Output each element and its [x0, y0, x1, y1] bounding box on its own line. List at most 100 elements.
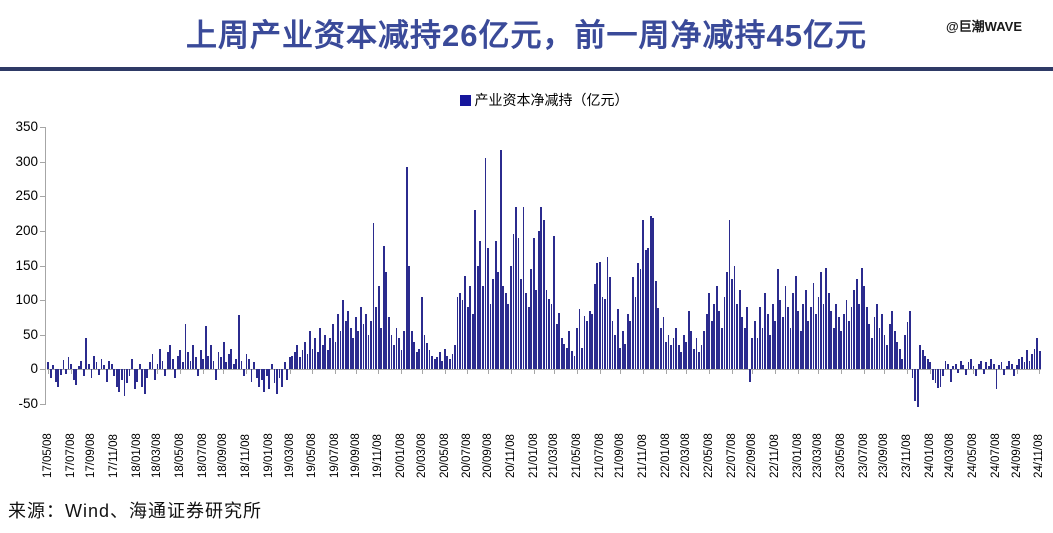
y-tick-label: 250	[15, 188, 38, 204]
bar	[527, 307, 530, 370]
y-tick-mark	[40, 161, 45, 163]
bar	[365, 313, 367, 370]
bar	[591, 313, 594, 370]
bar	[232, 363, 235, 370]
bar	[545, 290, 548, 370]
bar	[667, 334, 670, 370]
bar	[621, 331, 624, 370]
bar	[337, 313, 339, 370]
x-tick-label: 22/03/08	[680, 433, 693, 478]
x-tick-mark	[841, 370, 843, 375]
bar	[410, 331, 413, 370]
x-tick-mark	[884, 370, 886, 375]
bar	[868, 324, 871, 370]
bar	[291, 355, 294, 370]
bar	[400, 349, 403, 370]
x-tick-mark	[1016, 370, 1018, 375]
bar	[194, 356, 197, 370]
bar	[456, 296, 459, 370]
bar	[619, 347, 622, 370]
bar	[512, 234, 515, 370]
bar	[258, 369, 261, 387]
x-tick-mark	[223, 370, 225, 375]
y-tick-mark	[40, 300, 45, 302]
bar	[898, 348, 901, 370]
x-tick-label: 24/09/08	[1010, 433, 1023, 478]
x-tick-mark	[686, 370, 688, 375]
bar	[171, 358, 174, 370]
x-tick-mark	[599, 370, 601, 375]
bar	[131, 358, 133, 370]
bar	[207, 355, 210, 370]
bar	[385, 272, 388, 370]
bar	[659, 327, 662, 370]
bar	[720, 327, 723, 370]
bar	[914, 369, 916, 401]
bar	[558, 312, 561, 370]
bar	[182, 362, 184, 370]
bar	[520, 279, 522, 370]
bar	[759, 307, 761, 370]
bar	[281, 369, 283, 387]
x-tick-label: 19/03/08	[283, 433, 296, 478]
y-tick-label: 0	[30, 361, 38, 377]
bar	[110, 363, 113, 370]
x-tick-label: 22/07/08	[725, 433, 738, 478]
bar	[1031, 354, 1033, 370]
bar	[680, 352, 683, 370]
x-tick-mark	[973, 370, 975, 375]
bar	[860, 267, 863, 370]
y-tick-label: 200	[15, 222, 38, 238]
bar	[90, 369, 93, 378]
bar	[54, 369, 57, 382]
bar	[965, 369, 967, 375]
y-tick-mark	[40, 196, 45, 198]
bar	[220, 356, 222, 370]
bar	[761, 327, 764, 370]
bar	[825, 267, 827, 370]
bar	[395, 327, 398, 370]
bar	[431, 355, 433, 370]
bar	[255, 369, 258, 378]
bar	[652, 217, 655, 370]
bar	[428, 349, 431, 370]
bar	[632, 277, 634, 370]
bar	[393, 345, 395, 370]
y-tick-mark	[40, 127, 45, 128]
bar	[354, 317, 357, 370]
x-tick-label: 21/03/08	[547, 433, 560, 478]
bar	[1033, 348, 1036, 370]
bar	[532, 237, 535, 370]
bar	[893, 331, 896, 370]
y-tick-mark	[40, 334, 45, 336]
y-tick-label: 50	[22, 326, 38, 342]
bar	[865, 307, 868, 370]
bar	[748, 369, 751, 382]
bar	[548, 299, 550, 370]
bar	[873, 317, 876, 370]
x-tick-mark	[355, 370, 357, 375]
bar	[448, 358, 451, 370]
bar	[799, 331, 802, 370]
y-tick-mark	[40, 265, 45, 267]
bar	[738, 289, 741, 370]
x-tick-mark	[510, 370, 512, 375]
bar	[835, 303, 838, 370]
bar	[708, 293, 711, 370]
bar	[904, 334, 906, 370]
x-tick-label: 18/01/08	[130, 433, 143, 478]
bar	[672, 338, 675, 370]
bar	[855, 279, 858, 370]
bar	[260, 369, 263, 380]
bar	[105, 369, 108, 382]
legend-label: 产业资本净减持（亿元）	[474, 93, 629, 109]
bar	[896, 341, 899, 370]
bar	[878, 327, 881, 370]
bar	[578, 309, 581, 370]
bar	[210, 345, 212, 370]
bar	[95, 362, 98, 370]
x-tick-label: 22/05/08	[702, 433, 715, 478]
y-tick-mark	[40, 369, 45, 371]
bar	[687, 310, 690, 370]
bar	[581, 347, 583, 370]
